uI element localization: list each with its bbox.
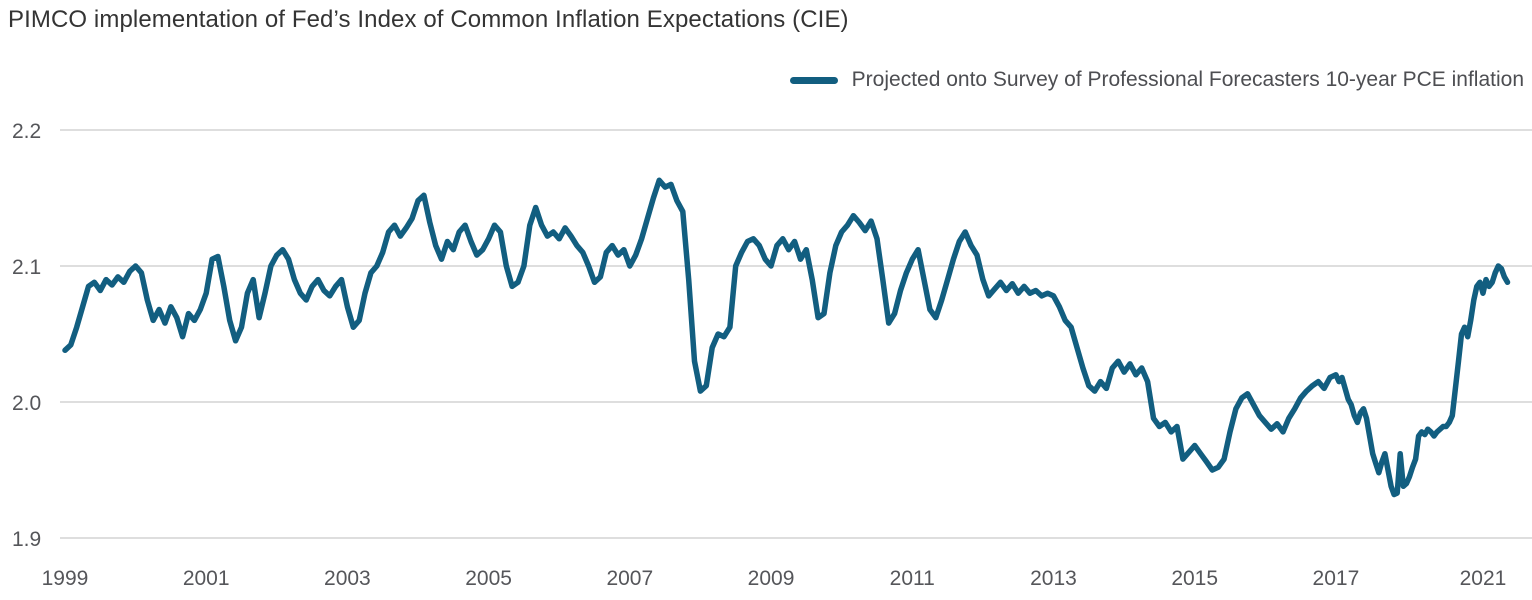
legend-line-swatch bbox=[789, 76, 838, 84]
y-axis-label: 2.1 bbox=[12, 256, 41, 279]
x-axis-label: 2009 bbox=[748, 567, 795, 590]
series-line bbox=[62, 177, 1511, 498]
x-axis-label: 2017 bbox=[1313, 567, 1360, 590]
y-axis-label: 2.0 bbox=[12, 392, 41, 415]
x-axis-label: 2005 bbox=[465, 567, 512, 590]
x-axis-label: 2003 bbox=[324, 567, 371, 590]
legend: Projected onto Survey of Professional Fo… bbox=[789, 68, 1524, 92]
y-axis-label: 2.2 bbox=[12, 120, 41, 143]
x-axis-label: 2001 bbox=[183, 567, 230, 590]
x-axis-label: 2015 bbox=[1171, 567, 1218, 590]
x-axis-label: 2011 bbox=[890, 567, 935, 590]
x-axis-label: 2021 bbox=[1460, 567, 1507, 590]
y-axis-label: 1.9 bbox=[12, 528, 41, 551]
chart-title: PIMCO implementation of Fed’s Index of C… bbox=[8, 6, 849, 33]
x-axis-label: 1999 bbox=[42, 567, 89, 590]
legend-label: Projected onto Survey of Professional Fo… bbox=[851, 68, 1524, 91]
x-axis-label: 2007 bbox=[606, 567, 653, 590]
x-axis-label: 2013 bbox=[1030, 567, 1077, 590]
